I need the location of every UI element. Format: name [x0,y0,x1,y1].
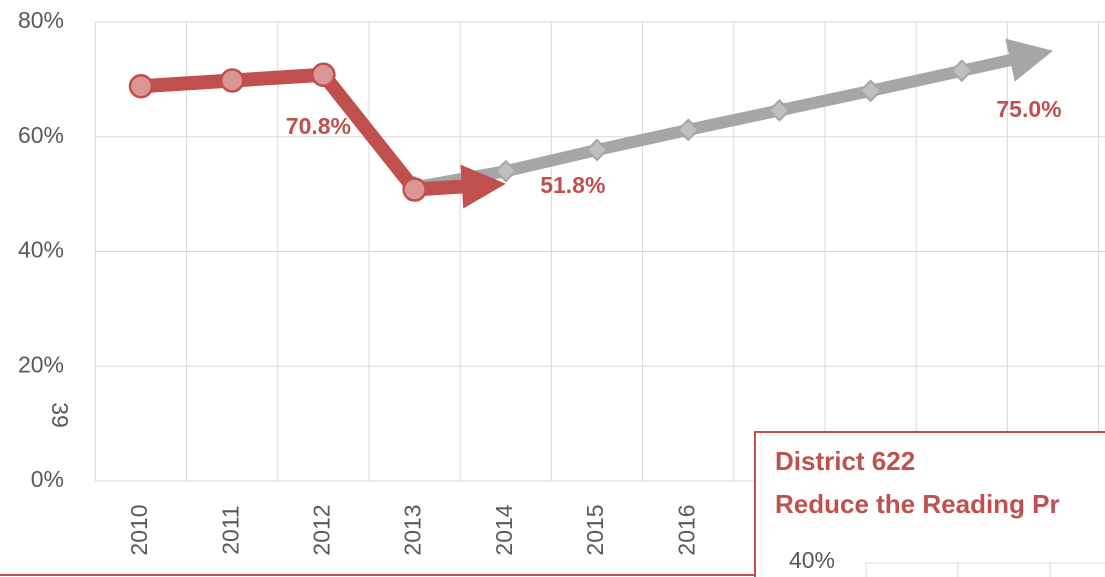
marker [950,59,974,83]
x-tick-label: 2011 [217,505,243,554]
x-tick-label: 2013 [400,504,426,555]
marker [859,79,883,103]
series-line [413,53,1014,194]
arrow-head [1005,38,1053,82]
y-tick-label: 60% [18,122,64,148]
marker [585,138,609,162]
marker [402,177,427,202]
x-tick-label: 2010 [126,504,152,555]
data-label: 75.0% [996,96,1061,122]
y-tick-label: 0% [31,466,64,492]
marker [767,98,791,122]
page-number: 39 [47,402,73,428]
x-tick-label: 2012 [308,504,334,555]
marker [128,74,154,99]
inset-title: Reduce the Reading Pr [775,489,1060,519]
y-tick-label: 20% [18,351,64,377]
x-tick-label: 2015 [582,504,608,555]
x-tick-label: 2016 [673,504,699,555]
inset-title: District 622 [775,446,915,476]
marker [676,118,700,142]
y-tick-label: 40% [18,237,64,263]
arrow-head [460,164,506,209]
marker [311,62,336,88]
inset-tick: 40% [789,547,835,573]
x-tick-label: 2014 [491,504,517,555]
inset-box [754,431,1105,577]
marker [219,68,245,93]
data-label: 70.8% [286,113,351,139]
data-label: 51.8% [540,172,605,198]
marker [494,159,518,183]
y-tick-label: 80% [18,7,64,33]
